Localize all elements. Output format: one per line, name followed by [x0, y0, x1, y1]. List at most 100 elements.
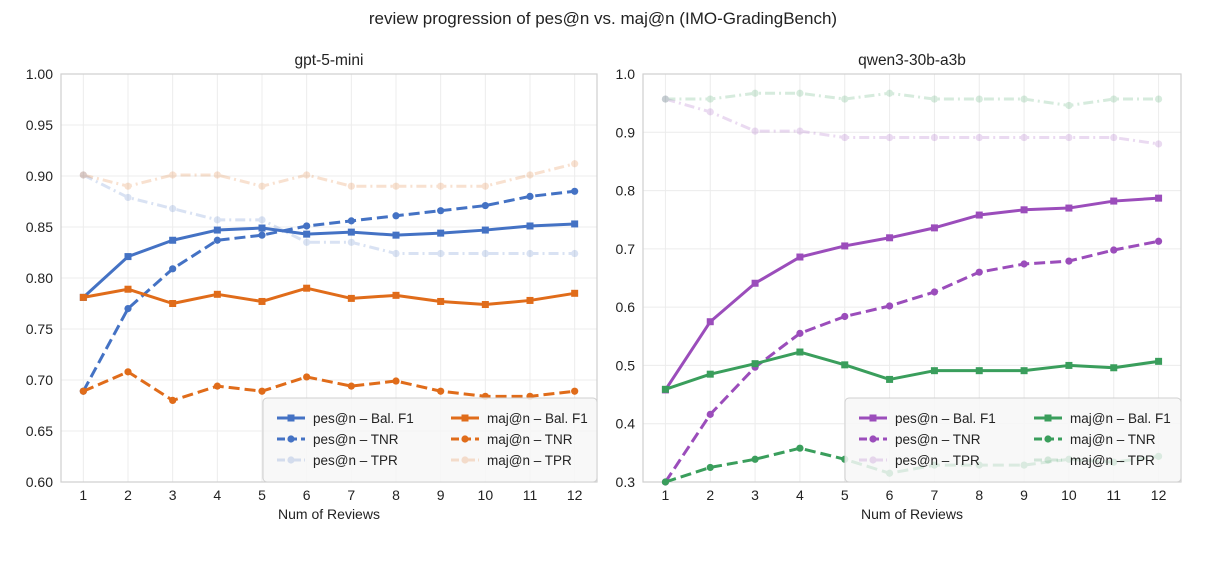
data-point [526, 249, 534, 258]
data-point [1155, 357, 1163, 365]
data-point [841, 312, 849, 321]
x-tick-label: 8 [975, 487, 983, 503]
data-point [975, 95, 983, 103]
series-line [83, 286, 575, 307]
legend-swatch-marker [1044, 456, 1052, 464]
data-point [751, 455, 759, 463]
data-point [437, 297, 445, 305]
data-point [347, 228, 355, 236]
data-point [885, 89, 894, 97]
series-line [664, 239, 1159, 483]
series-2 [79, 171, 579, 258]
data-point [169, 300, 177, 307]
legend-swatch-marker [869, 435, 877, 443]
data-point [258, 387, 266, 395]
y-tick-label: 0.7 [616, 241, 636, 257]
data-point [751, 89, 759, 97]
x-tick-label: 1 [79, 487, 87, 503]
data-point [975, 268, 983, 276]
data-point [258, 231, 266, 239]
legend-swatch-marker [461, 435, 469, 443]
legend-label: maj@n – Bal. F1 [487, 411, 588, 426]
legend-item [1034, 435, 1062, 443]
data-point [169, 236, 177, 244]
x-tick-label: 11 [1106, 487, 1121, 503]
data-point [169, 171, 177, 179]
chart-panel-2: 0.30.40.50.60.70.80.91.01 2 3 4 5 6 7 8 9 10 11 12q… [616, 52, 1182, 522]
legend-swatch-marker [1044, 414, 1052, 422]
series-line [664, 196, 1159, 391]
data-point [1110, 246, 1118, 254]
data-point [526, 222, 534, 230]
data-point [526, 296, 534, 304]
series-3 [79, 284, 579, 309]
data-point [1065, 361, 1073, 369]
data-point [124, 193, 132, 202]
data-point [930, 288, 939, 296]
y-tick-label: 0.60 [26, 474, 53, 490]
data-point [930, 367, 938, 375]
legend-item [1034, 456, 1062, 464]
data-point [1065, 101, 1073, 110]
data-point [213, 382, 221, 390]
legend-label: pes@n – TNR [895, 432, 981, 447]
y-tick-label: 0.70 [26, 372, 53, 388]
data-point [258, 224, 266, 232]
data-point [796, 444, 804, 452]
legend-box [262, 397, 598, 483]
data-point [79, 171, 87, 179]
legend-item [277, 414, 305, 422]
series-line [664, 350, 1159, 391]
series-line [665, 91, 1159, 107]
legend-item [1034, 414, 1062, 422]
x-tick-label: 9 [1020, 487, 1028, 503]
legend-swatch-marker [461, 456, 469, 464]
x-tick-label: 6 [886, 487, 894, 503]
y-tick-label: 0.80 [26, 270, 53, 286]
data-point [1155, 194, 1163, 202]
data-point [1110, 364, 1118, 372]
data-point [886, 234, 894, 242]
x-tick-label: 2 [124, 487, 132, 503]
data-point [79, 293, 87, 301]
data-point [661, 385, 669, 393]
data-point [392, 182, 400, 190]
legend-label: maj@n – TNR [487, 432, 573, 447]
x-tick-label: 2 [706, 487, 714, 503]
data-point [258, 297, 266, 305]
chart-panel-1: 0.600.650.700.750.800.850.900.951.001 2 3 4… [26, 52, 598, 522]
y-tick-label: 0.4 [616, 416, 636, 432]
data-point [796, 89, 804, 97]
data-point [841, 242, 849, 250]
y-tick-label: 0.85 [26, 219, 53, 235]
legend-label: maj@n – TPR [1070, 453, 1155, 468]
data-point [79, 387, 87, 395]
legend-swatch-marker [287, 456, 295, 464]
series-line [665, 97, 1159, 146]
legend-swatch-marker [1044, 435, 1052, 443]
x-tick-label: 7 [931, 487, 939, 503]
series-5 [79, 160, 579, 190]
data-point [751, 279, 759, 287]
data-point [347, 238, 355, 246]
data-point [1154, 237, 1163, 245]
data-point [124, 285, 132, 293]
data-point [1020, 133, 1028, 142]
data-point [1020, 206, 1028, 214]
data-point [481, 249, 489, 258]
chart-title: gpt-5-mini [295, 52, 364, 69]
y-tick-label: 0.3 [616, 474, 636, 490]
data-point [1110, 133, 1118, 142]
series-line [82, 162, 576, 188]
legend-label: pes@n – TPR [313, 453, 398, 468]
data-point [392, 249, 400, 258]
data-point [213, 226, 221, 234]
data-point [1020, 95, 1028, 103]
data-point [571, 187, 579, 195]
x-tick-label: 5 [841, 487, 849, 503]
data-point [213, 236, 221, 244]
data-point [975, 367, 983, 375]
y-tick-label: 1.00 [26, 66, 53, 82]
data-point [481, 226, 489, 234]
